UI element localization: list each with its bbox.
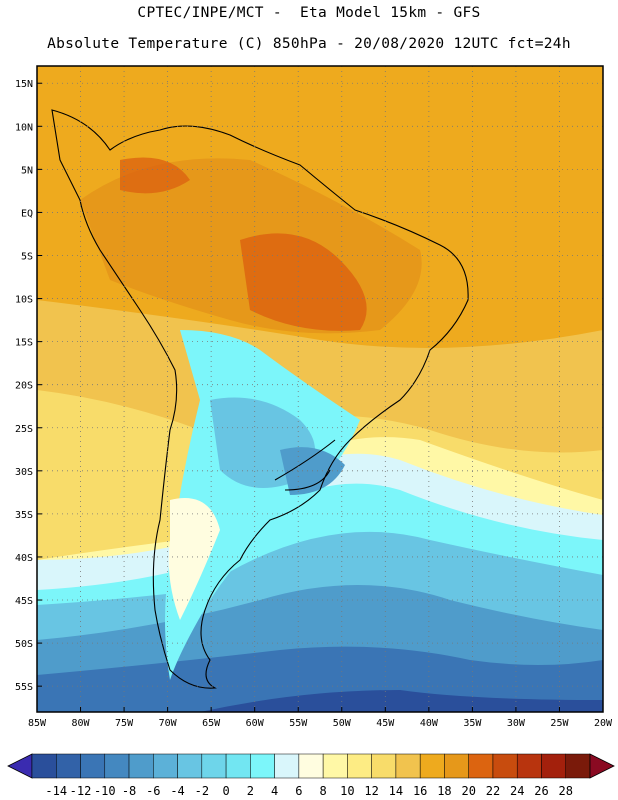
- lat-tick-label: 30S: [15, 467, 33, 478]
- colorbar-label: 20: [461, 784, 475, 798]
- lon-tick-label: 85W: [28, 718, 47, 729]
- lon-tick-label: 35W: [463, 718, 482, 729]
- lat-tick-label: 5S: [21, 251, 33, 262]
- colorbar-label: -6: [146, 784, 160, 798]
- continent-outline: [51, 109, 469, 689]
- colorbar-swatch: [80, 753, 106, 779]
- lon-tick-label: 25W: [550, 718, 569, 729]
- colorbar-swatch: [444, 753, 469, 779]
- colorbar-label: 4: [271, 784, 278, 798]
- colorbar-label: 10: [340, 784, 354, 798]
- colorbar-label: -8: [122, 784, 136, 798]
- lon-tick-label: 55W: [289, 718, 308, 729]
- colorbar-swatch: [250, 753, 275, 779]
- colorbar-swatch: [56, 753, 81, 779]
- chart-title-line2: Absolute Temperature (C) 850hPa - 20/08/…: [47, 36, 571, 52]
- colorbar-low-arrow: [7, 753, 33, 779]
- colorbar-swatch: [322, 753, 348, 779]
- colorbar-label: 16: [413, 784, 427, 798]
- lon-tick-label: 50W: [333, 718, 352, 729]
- lon-tick-label: 45W: [376, 718, 395, 729]
- colorbar-label: 0: [222, 784, 229, 798]
- colorbar-swatch: [516, 753, 542, 779]
- colorbar-label: 22: [486, 784, 500, 798]
- lat-tick-label: 40S: [15, 553, 33, 564]
- lat-tick-label: 10N: [15, 122, 33, 133]
- lat-tick-label: 10S: [15, 295, 33, 306]
- colorbar-swatch: [492, 753, 518, 779]
- lat-tick-label: 5N: [21, 165, 33, 176]
- colorbar-label: 12: [364, 784, 378, 798]
- colorbar-label: -4: [170, 784, 184, 798]
- temperature-field: [37, 66, 603, 712]
- lat-tick-label: EQ: [21, 208, 33, 219]
- colorbar-swatch: [31, 753, 57, 779]
- lat-tick-label: 35S: [15, 510, 33, 521]
- chart-title-line1: CPTEC/INPE/MCT - Eta Model 15km - GFS: [137, 5, 481, 21]
- colorbar-swatch: [541, 753, 566, 779]
- lon-tick-label: 80W: [72, 718, 91, 729]
- lon-tick-label: 60W: [246, 718, 265, 729]
- colorbar-swatch: [128, 753, 154, 779]
- colorbar-label: -14: [45, 784, 67, 798]
- lon-tick-label: 30W: [507, 718, 526, 729]
- colorbar-label: -12: [70, 784, 92, 798]
- lon-tick-label: 20W: [594, 718, 613, 729]
- colorbar-swatch: [201, 753, 227, 779]
- colorbar-label: 28: [559, 784, 573, 798]
- lat-tick-label: 15S: [15, 338, 33, 349]
- latitude-axis: 15N 10N 5N EQ 5S 10S 15S 20S 25S 30S 35S 40S 45S 50S 5…: [15, 79, 42, 693]
- lon-tick-label: 75W: [115, 718, 134, 729]
- colorbar-swatch: [153, 753, 178, 779]
- colorbar-label: 26: [534, 784, 548, 798]
- colorbar-label: -2: [195, 784, 209, 798]
- colorbar-high-arrow: [589, 753, 615, 779]
- colorbar-label: -10: [94, 784, 116, 798]
- colorbar-swatch: [177, 753, 203, 779]
- lat-tick-label: 20S: [15, 381, 33, 392]
- map-frame: [36, 65, 604, 713]
- lat-tick-label: 45S: [15, 596, 33, 607]
- lon-tick-label: 40W: [420, 718, 439, 729]
- colorbar-label: 18: [437, 784, 451, 798]
- colorbar-swatch: [298, 753, 324, 779]
- colorbar-label: 24: [510, 784, 524, 798]
- colorbar-swatch: [104, 753, 130, 779]
- color-legend: -14 -12 -10 -8 -6 -4 -2 0 2 4 6 8 10 12 14 16 18 20 22 24 26…: [7, 753, 615, 798]
- colorbar-swatch: [347, 753, 372, 779]
- colorbar-label: 8: [320, 784, 327, 798]
- colorbar-swatch: [274, 753, 300, 779]
- colorbar-swatch: [468, 753, 494, 779]
- colorbar-label: 14: [389, 784, 403, 798]
- colorbar-swatch: [419, 753, 445, 779]
- colorbar-label: 6: [295, 784, 302, 798]
- colorbar-swatch: [565, 753, 591, 779]
- longitude-axis: 85W 80W 75W 70W 65W 60W 55W 50W 45W 40W 35W 30W 25W 2…: [28, 707, 613, 729]
- lat-tick-label: 55S: [15, 682, 33, 693]
- lat-tick-label: 50S: [15, 639, 33, 650]
- colorbar-swatch: [225, 753, 251, 779]
- colorbar-label: 2: [247, 784, 254, 798]
- colorbar-swatch: [395, 753, 421, 779]
- lat-tick-label: 15N: [15, 79, 33, 90]
- lat-tick-label: 25S: [15, 424, 33, 435]
- lon-tick-label: 70W: [159, 718, 178, 729]
- colorbar-swatch: [371, 753, 397, 779]
- lon-tick-label: 65W: [202, 718, 221, 729]
